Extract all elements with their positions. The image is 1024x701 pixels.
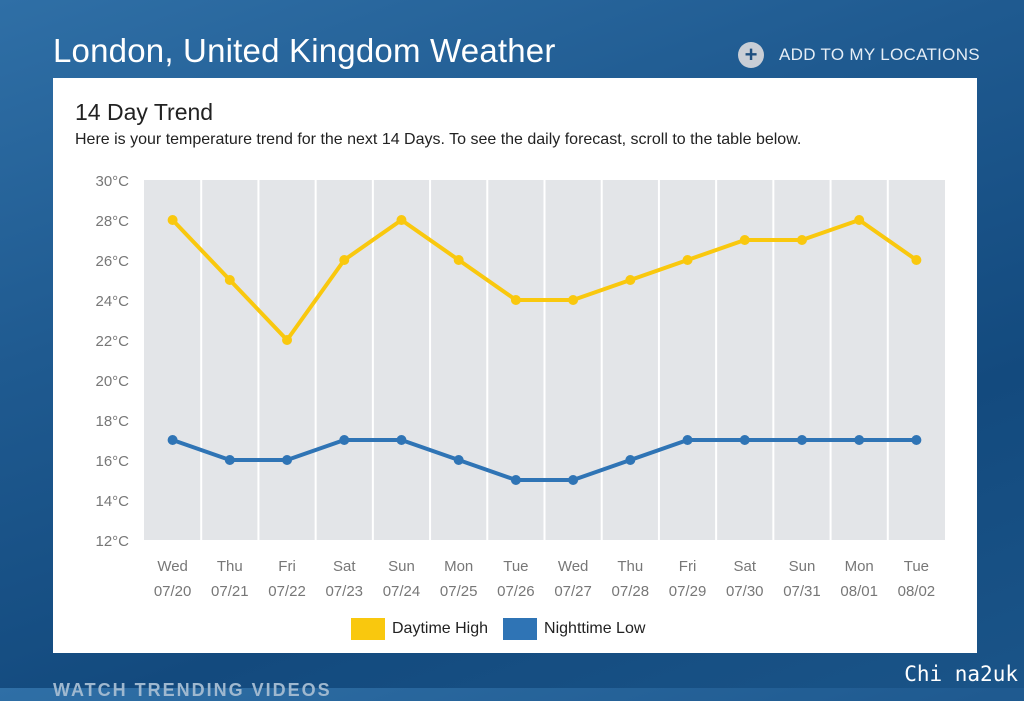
x-tick-date: 07/27 <box>554 583 592 600</box>
daytime-high-point <box>568 295 579 305</box>
trending-videos-heading: WATCH TRENDING VIDEOS <box>53 680 332 700</box>
y-tick-label: 18°C <box>95 413 129 430</box>
y-tick-label: 14°C <box>95 493 129 510</box>
nighttime-low-point <box>796 435 807 445</box>
daytime-high-line <box>171 218 918 342</box>
plus-circle-icon: + <box>738 42 764 68</box>
chart-legend: Daytime High Nighttime Low <box>351 618 660 640</box>
y-tick-label: 28°C <box>95 213 129 230</box>
y-tick-label: 24°C <box>95 293 129 310</box>
page-title: London, United Kingdom Weather <box>53 32 556 69</box>
nighttime-low-point <box>282 455 293 465</box>
nighttime-low-point <box>396 435 407 445</box>
x-tick-day: Tue <box>503 558 528 575</box>
x-tick-day: Fri <box>679 558 697 575</box>
x-tick-date: 07/28 <box>612 583 650 600</box>
x-tick-day: Mon <box>845 558 874 575</box>
nighttime-low-point <box>568 475 579 485</box>
legend-label-low: Nighttime Low <box>544 620 646 637</box>
x-tick-day: Mon <box>444 558 473 575</box>
x-tick-date: 08/01 <box>840 583 878 600</box>
nighttime-low-line <box>171 438 917 482</box>
legend-swatch-high <box>351 618 385 640</box>
y-tick-label: 16°C <box>95 453 129 470</box>
x-tick-date: 07/22 <box>268 583 306 600</box>
daytime-high-point <box>453 255 464 265</box>
temperature-chart: 30°C 28°C 26°C 24°C 22°C 20°C 18°C 16°C 14°C 12°C… <box>95 173 945 600</box>
y-tick-label: 12°C <box>95 533 129 550</box>
daytime-high-point <box>224 275 235 285</box>
x-tick-date: 07/25 <box>440 583 478 600</box>
x-tick-date: 07/29 <box>669 583 707 600</box>
daytime-high-point <box>625 275 636 285</box>
add-to-my-locations-label: ADD TO MY LOCATIONS <box>779 45 980 64</box>
x-tick-day: Tue <box>904 558 929 575</box>
trend-card: 14 Day Trend Here is your temperature tr… <box>53 78 977 653</box>
card-title: 14 Day Trend <box>75 99 214 125</box>
x-tick-date: 07/23 <box>325 583 363 600</box>
y-tick-label: 22°C <box>95 333 129 350</box>
nighttime-low-point <box>453 455 464 465</box>
daytime-high-point <box>911 255 922 265</box>
x-tick-day: Sun <box>388 558 415 575</box>
x-tick-date: 07/31 <box>783 583 821 600</box>
x-tick-date: 07/21 <box>211 583 249 600</box>
x-tick-day: Sat <box>333 558 356 575</box>
nighttime-low-point <box>739 435 750 445</box>
daytime-high-point <box>339 255 350 265</box>
nighttime-low-point <box>682 435 693 445</box>
x-tick-date: 07/26 <box>497 583 535 600</box>
nighttime-low-point <box>625 455 636 465</box>
x-tick-day: Thu <box>217 558 243 575</box>
nighttime-low-point <box>224 455 235 465</box>
daytime-high-point <box>167 215 178 225</box>
watermark: Chi na2uk <box>904 662 1018 686</box>
daytime-high-point <box>854 215 865 225</box>
nighttime-low-point <box>854 435 865 445</box>
x-tick-date: 08/02 <box>898 583 936 600</box>
daytime-high-point <box>510 295 521 305</box>
x-tick-day: Wed <box>558 558 589 575</box>
x-tick-date: 07/30 <box>726 583 764 600</box>
x-tick-day: Thu <box>617 558 643 575</box>
daytime-high-point <box>739 235 750 245</box>
nighttime-low-point <box>339 435 350 445</box>
x-tick-day: Sun <box>789 558 816 575</box>
card-subtitle: Here is your temperature trend for the n… <box>75 131 802 148</box>
y-tick-label: 30°C <box>95 173 129 190</box>
daytime-high-point <box>682 255 693 265</box>
add-to-my-locations-button[interactable]: + ADD TO MY LOCATIONS <box>738 41 980 69</box>
x-tick-date: 07/24 <box>383 583 421 600</box>
legend-item-low[interactable]: Nighttime Low <box>503 618 645 640</box>
daytime-high-point <box>796 235 807 245</box>
daytime-high-point <box>282 335 293 345</box>
daytime-high-point <box>396 215 407 225</box>
x-tick-day: Fri <box>278 558 296 575</box>
y-tick-label: 20°C <box>95 373 129 390</box>
legend-item-high[interactable]: Daytime High <box>351 618 488 640</box>
x-tick-day: Sat <box>733 558 756 575</box>
legend-swatch-low <box>503 618 538 640</box>
legend-label-high: Daytime High <box>392 620 489 637</box>
y-tick-label: 26°C <box>95 253 129 270</box>
nighttime-low-point <box>510 475 521 485</box>
nighttime-low-point <box>167 435 178 445</box>
x-tick-day: Wed <box>157 558 188 575</box>
x-tick-date: 07/20 <box>154 583 192 600</box>
nighttime-low-point <box>911 435 922 445</box>
